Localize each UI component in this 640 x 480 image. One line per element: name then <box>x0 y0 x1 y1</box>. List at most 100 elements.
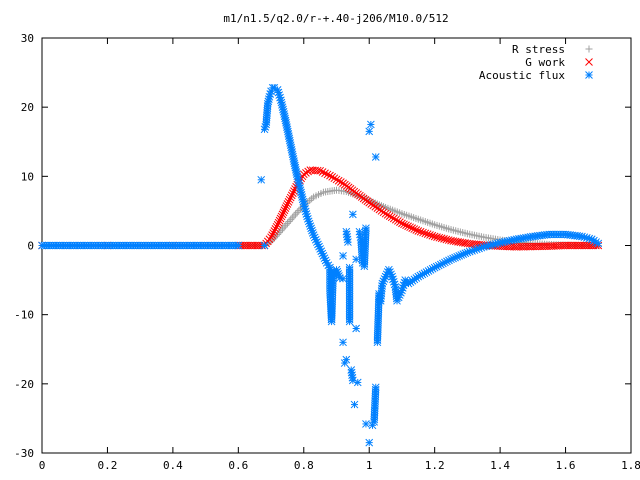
data-point <box>350 187 359 196</box>
data-point <box>428 231 437 240</box>
data-point <box>365 438 374 447</box>
data-point <box>440 235 448 243</box>
data-point <box>304 167 312 176</box>
data-point <box>447 236 455 245</box>
data-point <box>323 170 332 179</box>
data-point <box>273 220 282 229</box>
data-point <box>350 400 359 409</box>
x-tick-label: 1.6 <box>556 459 576 472</box>
data-point <box>416 227 425 236</box>
data-point <box>383 211 392 219</box>
data-point <box>279 208 288 217</box>
data-point <box>274 218 283 227</box>
data-point <box>330 174 339 183</box>
data-point <box>477 243 486 252</box>
data-point <box>367 120 375 129</box>
data-point <box>299 197 308 206</box>
data-point <box>295 207 303 215</box>
data-point <box>402 221 410 230</box>
data-point <box>289 154 298 163</box>
data-point <box>557 241 565 250</box>
axis-ticks: 0 0.2 0.4 0.6 0.8 1 1.2 1.4 1.6 1.8 30 20 10 0 -10 -20 -… <box>14 32 640 472</box>
data-point <box>296 184 304 192</box>
x-tick-label: 1 <box>366 459 373 472</box>
data-point <box>278 210 287 219</box>
data-point <box>387 213 396 222</box>
data-point <box>451 237 460 246</box>
data-point <box>433 233 441 241</box>
data-point <box>449 237 458 245</box>
data-point <box>510 235 518 244</box>
data-point <box>349 210 357 219</box>
data-point <box>408 224 417 232</box>
data-point <box>292 210 300 218</box>
data-point <box>313 166 322 175</box>
data-point <box>339 252 347 260</box>
data-point <box>334 176 343 185</box>
data-point <box>343 235 352 244</box>
y-tick-label: 0 <box>27 240 34 253</box>
data-point <box>265 95 273 103</box>
data-point <box>435 233 444 242</box>
legend-label: G work <box>525 56 565 69</box>
data-point <box>592 238 600 246</box>
data-point <box>423 230 432 238</box>
y-tick-label: -30 <box>14 447 34 460</box>
data-point <box>302 210 311 218</box>
y-tick-label: 10 <box>21 170 34 183</box>
data-point <box>445 225 453 233</box>
data-point <box>362 420 370 428</box>
data-point <box>287 191 296 200</box>
data-point <box>390 280 399 289</box>
data-point <box>326 171 334 180</box>
data-point <box>412 214 420 222</box>
data-point <box>260 241 269 250</box>
x-tick-label: 1.4 <box>490 459 510 472</box>
data-point <box>573 241 582 250</box>
data-point <box>292 170 301 179</box>
legend-marker <box>585 45 593 53</box>
legend-label: R stress <box>512 43 565 56</box>
data-point <box>317 189 325 197</box>
data-point <box>280 206 289 215</box>
data-point <box>281 204 290 213</box>
legend-label: Acoustic flux <box>479 69 565 82</box>
data-point <box>339 338 347 347</box>
data-point <box>299 170 308 179</box>
y-tick-label: 20 <box>21 101 34 114</box>
data-point <box>414 227 423 235</box>
x-tick-label: 0.2 <box>98 459 118 472</box>
data-point <box>275 216 284 225</box>
data-point <box>444 236 453 244</box>
data-point <box>428 220 436 228</box>
data-point <box>404 222 412 231</box>
data-point <box>507 242 516 251</box>
legend-marker <box>585 58 593 66</box>
data-point <box>277 212 286 221</box>
data-point <box>363 197 372 206</box>
data-point <box>286 139 295 147</box>
data-point <box>276 214 285 223</box>
data-point <box>419 228 427 237</box>
data-point <box>348 373 357 382</box>
data-point <box>311 166 320 175</box>
data-point <box>575 232 584 241</box>
data-point <box>272 222 281 231</box>
data-point <box>400 220 408 229</box>
data-point <box>362 226 370 235</box>
data-point <box>454 237 462 246</box>
data-point <box>456 238 465 247</box>
data-point <box>283 123 291 131</box>
legend-marker <box>585 71 593 79</box>
data-point <box>421 229 430 238</box>
data-point <box>268 231 276 239</box>
data-point <box>540 242 549 251</box>
data-point <box>285 195 294 204</box>
data-point <box>332 175 341 184</box>
x-tick-label: 0.6 <box>228 459 248 472</box>
data-point <box>279 107 288 116</box>
data-point <box>284 197 293 206</box>
data-point <box>337 178 345 186</box>
